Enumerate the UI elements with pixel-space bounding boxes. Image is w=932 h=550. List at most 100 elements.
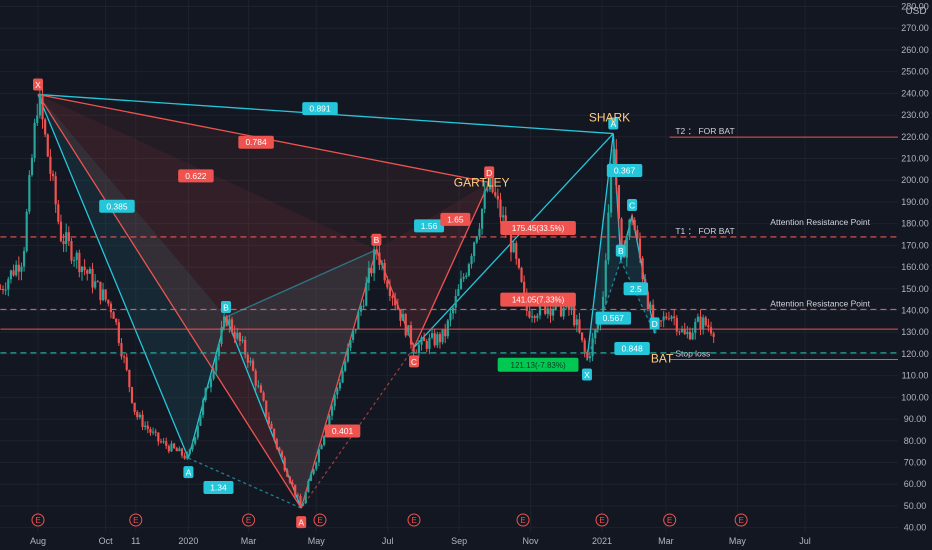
price-tick-label: 280.00 [901, 2, 929, 12]
candle-body [428, 337, 431, 349]
candle-body [17, 264, 20, 272]
ratio-badge [606, 163, 643, 177]
candle-body [291, 482, 294, 485]
candle-body [675, 318, 678, 332]
candle-body [512, 243, 515, 253]
candle-body [373, 249, 376, 274]
candle-body [380, 263, 384, 265]
candle-body [59, 221, 63, 242]
ratio-label: 0.622 [185, 171, 207, 181]
candle-body [562, 307, 565, 317]
pivot-marker [183, 466, 194, 479]
candle-body [107, 299, 110, 304]
candle-body [604, 260, 607, 297]
price-tick-label: 260.00 [901, 45, 929, 55]
candle-body [423, 337, 426, 342]
candle-body [28, 175, 31, 212]
candle-body [399, 309, 402, 321]
candle-body [259, 385, 263, 393]
candle-body [515, 243, 518, 259]
candle-body [670, 316, 673, 319]
trade-badge [500, 221, 576, 235]
candle-body [49, 156, 52, 174]
harmonic-patterns [37, 93, 656, 509]
time-tick-label: May [308, 536, 326, 546]
candle-body [452, 307, 455, 314]
candle-body [465, 275, 468, 277]
pattern-fill [226, 249, 377, 509]
candle-body [680, 329, 684, 332]
candle-body [323, 435, 326, 445]
candle-body [412, 344, 415, 353]
earnings-marker-icon [595, 513, 609, 527]
candle-body [386, 280, 389, 288]
candle-body [544, 302, 547, 314]
pattern-fill [38, 94, 226, 459]
candle-body [141, 414, 144, 427]
candle-body [425, 341, 428, 349]
time-axis[interactable]: Aug Oct 11 2020 Mar May Jul Sep Nov 2021 Mar May Jul… [30, 513, 811, 546]
ratio-label: 0.784 [245, 137, 267, 147]
pattern-fill [586, 133, 621, 361]
trade-label: 141.05(7.33%) [512, 296, 565, 305]
candle-body [223, 316, 226, 328]
earnings-marker-label: E [317, 516, 322, 525]
candle-body [33, 122, 36, 158]
pattern-leg [37, 94, 190, 459]
ratio-label: 0.848 [621, 344, 643, 354]
candle-body [117, 322, 120, 344]
earnings-marker-label: E [667, 516, 672, 525]
level-label: Stop loss [675, 349, 710, 359]
candle-body [349, 339, 352, 349]
pivot-marker [409, 355, 419, 368]
candle-body [702, 317, 705, 329]
candle-body [699, 316, 702, 329]
candle-body [312, 469, 315, 475]
ratio-label: 0.891 [309, 104, 331, 114]
candle-body [173, 443, 176, 449]
candle-body [44, 119, 47, 135]
candle-body [370, 267, 373, 274]
pivot-label: A [186, 468, 192, 478]
pattern-leg [225, 249, 377, 318]
pattern-fill [620, 214, 655, 334]
time-tick-label: Jul [799, 536, 811, 546]
price-tick-label: 190.00 [901, 197, 929, 207]
candle-body [362, 305, 365, 307]
candle-body [104, 289, 107, 300]
candle-body [136, 411, 139, 418]
candle-body [538, 300, 542, 316]
candle-body [46, 134, 49, 157]
candle-body [483, 190, 486, 209]
candle-body [662, 316, 665, 321]
price-tick-label: 160.00 [901, 262, 929, 272]
candle-body [91, 268, 94, 288]
candle-body [99, 281, 102, 301]
candle-body [304, 492, 307, 504]
candle-body [559, 299, 563, 317]
candle-body [667, 318, 671, 320]
pivot-marker [221, 301, 231, 314]
candle-body [486, 189, 489, 191]
candle-body [4, 289, 7, 291]
candle-body [344, 361, 347, 371]
time-tick-label: May [729, 536, 747, 546]
candle-body [446, 320, 449, 337]
candle-body [41, 94, 44, 120]
candle-body [638, 238, 642, 259]
earnings-marker-icon [31, 513, 45, 527]
candle-body [191, 443, 194, 450]
ratio-badge [595, 311, 632, 325]
price-axis[interactable]: 40.00 50.00 60.00 70.00 80.00 90.00 100.00 110.… [898, 0, 932, 550]
candle-body [283, 457, 286, 471]
candle-body [441, 329, 444, 343]
candle-body [673, 316, 676, 319]
earnings-marker-icon [663, 513, 677, 527]
candle-body [128, 369, 131, 388]
candle-body [9, 270, 13, 280]
candle-body [433, 333, 436, 346]
pivot-label: B [374, 235, 380, 245]
time-tick-label: Nov [523, 536, 540, 546]
candle-body [470, 256, 473, 265]
